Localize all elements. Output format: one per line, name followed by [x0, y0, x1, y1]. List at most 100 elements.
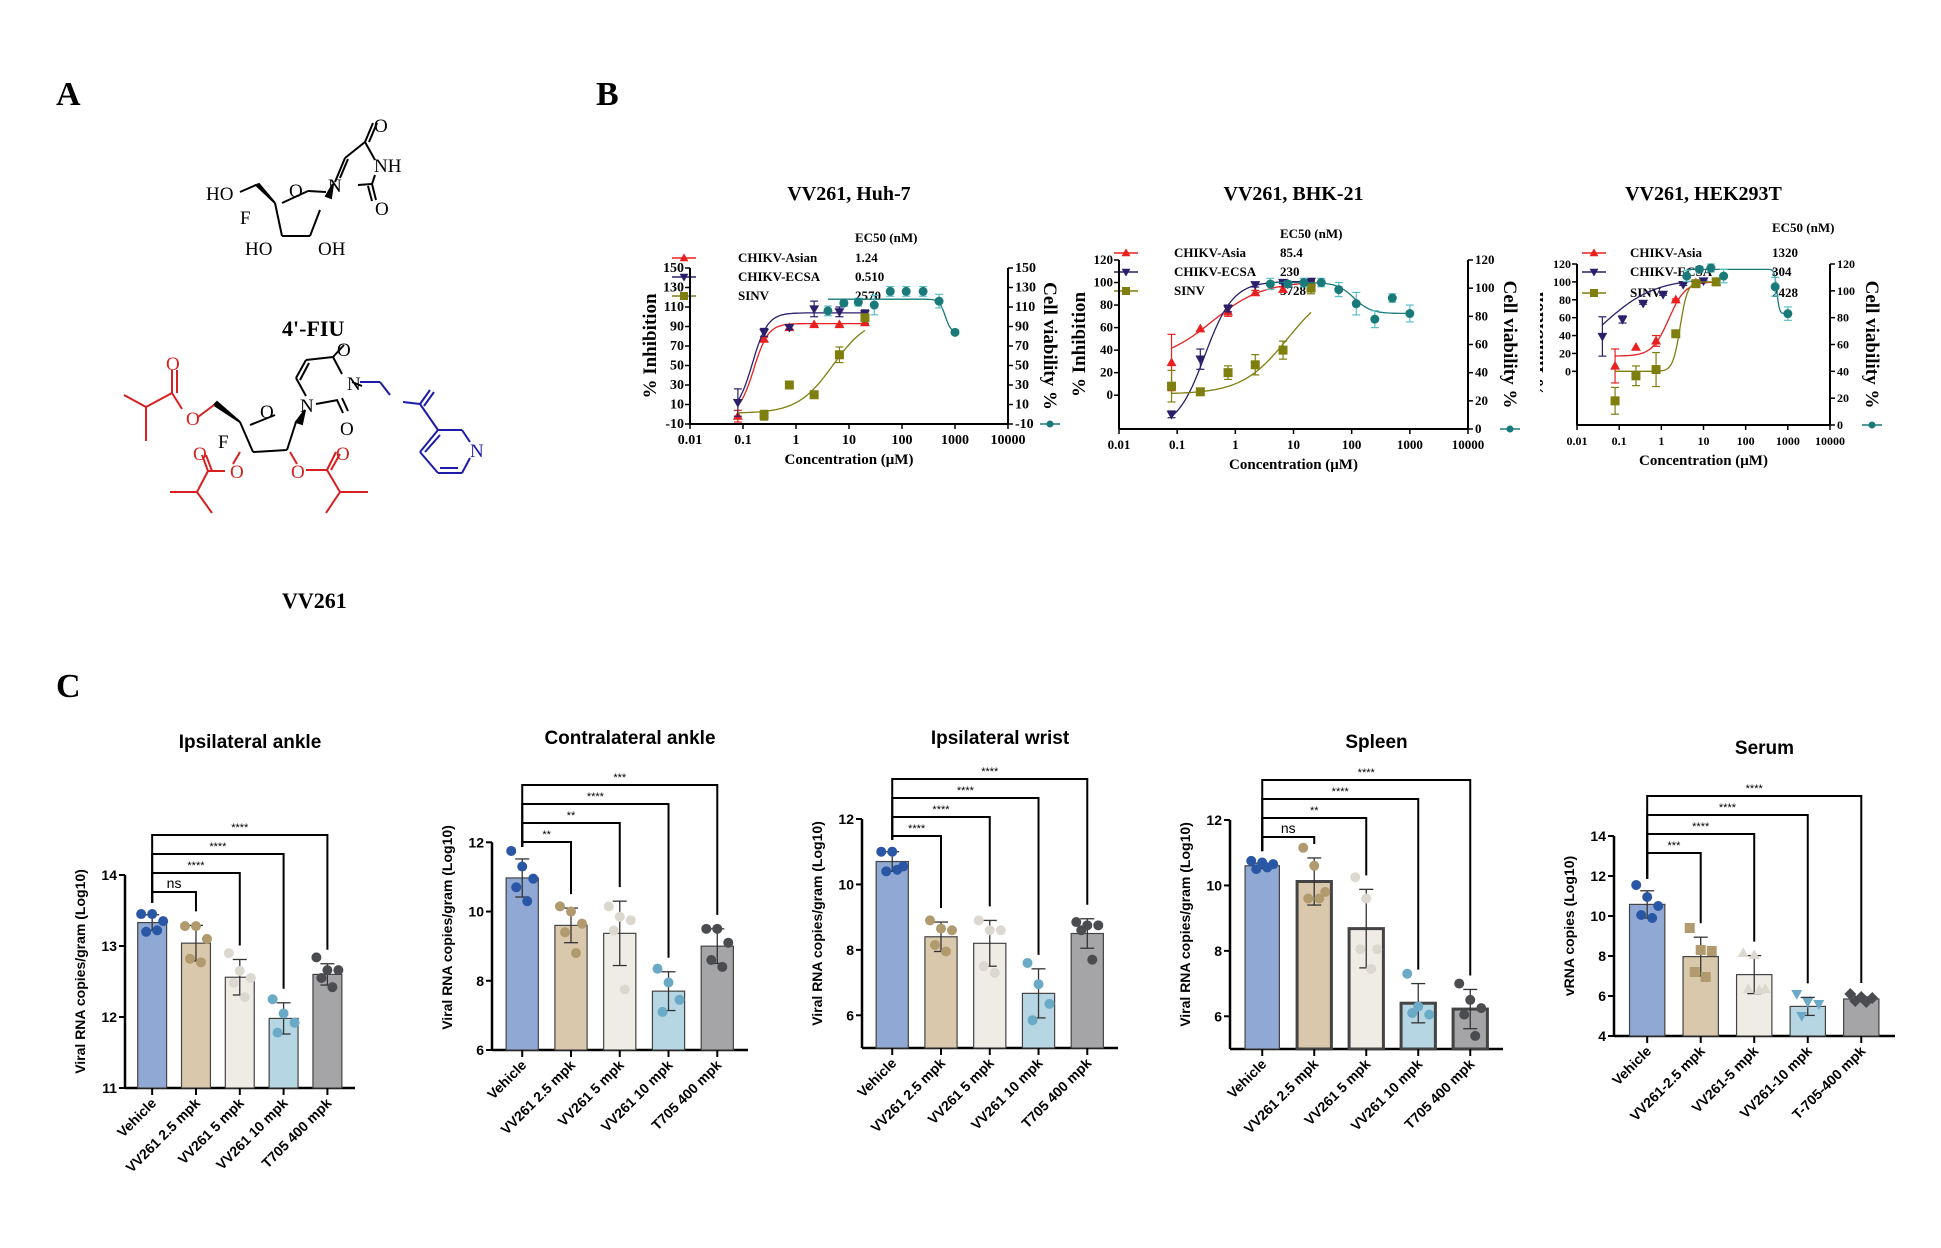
- y2-tick-label: 70: [1015, 339, 1029, 354]
- bar: [180, 942, 212, 1089]
- data-point: [706, 955, 717, 965]
- y-axis-label: % Inhibition: [640, 293, 661, 399]
- data-point: [1454, 978, 1465, 989]
- atom-label: O: [230, 462, 244, 483]
- bar: [924, 936, 958, 1049]
- y-tick-label: 13: [101, 938, 117, 954]
- legend-label: CHIKV-Asia: [1174, 245, 1246, 260]
- chemical-structures: O NH O N O HO F HO OH: [123, 116, 484, 514]
- data-point: [619, 984, 630, 995]
- significance-label: **: [1310, 805, 1319, 817]
- atom-label: HO: [206, 184, 233, 205]
- legend-label: CHIKV-Asian: [738, 250, 818, 265]
- bar-group-4: [700, 923, 734, 1051]
- legend-header: EC50 (nM): [1772, 220, 1834, 235]
- significance-label: **: [567, 810, 576, 822]
- data-point: [1459, 1009, 1470, 1020]
- data-point: [946, 925, 957, 936]
- bar: [137, 921, 168, 1089]
- y-tick-label: 50: [670, 359, 684, 374]
- data-point: [1372, 944, 1383, 955]
- atom-label: F: [240, 208, 251, 229]
- bar: [554, 924, 588, 1051]
- data-point: [1770, 282, 1780, 292]
- x-tick-label: 0.1: [734, 433, 752, 448]
- legend-marker-icon: [679, 253, 689, 262]
- data-point: [1309, 860, 1320, 871]
- data-point: [517, 861, 528, 872]
- atom-label: O: [340, 419, 354, 440]
- significance-bracket: ***: [521, 772, 719, 915]
- legend-marker-icon: [1121, 268, 1131, 277]
- y-tick-label: 10: [1206, 877, 1222, 893]
- legend-label: SINV: [1174, 283, 1206, 298]
- x-tick-label: 10000: [991, 433, 1026, 448]
- x-tick-label: 100: [892, 433, 913, 448]
- bracket-line: [891, 778, 1089, 905]
- data-point: [1636, 910, 1647, 920]
- chart-title: Contralateral ankle: [544, 728, 715, 749]
- legend-ec50: 304: [1772, 264, 1792, 279]
- y-tick-label: 20: [1559, 346, 1571, 360]
- data-point: [1689, 967, 1700, 977]
- data-point: [1719, 271, 1729, 281]
- bar: [875, 860, 909, 1049]
- data-point: [1465, 994, 1476, 1005]
- series-sinv: [1167, 281, 1316, 403]
- x-tick-label: Vehicle: [1224, 1056, 1270, 1102]
- series-cell-viability: [1265, 277, 1415, 329]
- data-point: [1166, 357, 1177, 367]
- x-tick-label: 0.01: [1567, 434, 1588, 448]
- x-tick-label: Vehicle: [484, 1057, 530, 1103]
- data-point: [190, 921, 201, 932]
- data-point: [614, 911, 625, 922]
- y-tick-label: 80: [1559, 293, 1571, 307]
- y2-tick-label: 20: [1475, 393, 1488, 408]
- data-point: [809, 319, 820, 329]
- significance-label: ****: [932, 804, 950, 816]
- data-point: [576, 918, 587, 929]
- y2-tick-label: 60: [1475, 337, 1488, 352]
- data-point: [1223, 368, 1233, 378]
- data-point: [973, 915, 984, 926]
- bar-group-3: [651, 963, 686, 1051]
- y-tick-label: 8: [1214, 943, 1222, 959]
- y-tick-label: 10: [670, 398, 684, 413]
- data-point: [924, 915, 935, 926]
- legend-ec50: 0.510: [855, 269, 884, 284]
- fit-curve: [737, 329, 866, 414]
- data-point: [1844, 988, 1857, 1000]
- data-point: [885, 286, 895, 296]
- data-point: [1223, 304, 1234, 314]
- data-point: [1262, 862, 1273, 873]
- data-point: [1334, 285, 1344, 295]
- y2-tick-label: 80: [1475, 308, 1488, 323]
- significance-bracket: ****: [1261, 767, 1472, 976]
- significance-label: ****: [1746, 783, 1764, 795]
- y-tick-label: 40: [1559, 329, 1571, 343]
- data-point: [559, 927, 570, 938]
- significance-bracket: ****: [1646, 783, 1863, 983]
- y2-tick-label: 80: [1837, 311, 1849, 325]
- data-point: [901, 286, 911, 296]
- atom-label: O: [186, 409, 200, 430]
- data-point: [853, 297, 863, 307]
- significance-bracket: ****: [891, 766, 1089, 905]
- compound-label-vv261: VV261: [282, 588, 347, 613]
- y-tick-label: 120: [1553, 257, 1571, 271]
- data-point: [1387, 293, 1397, 303]
- x-tick-label: 1000: [1397, 437, 1423, 452]
- y-axis-label: % Inhibition: [1070, 292, 1090, 398]
- data-point: [834, 308, 845, 318]
- y2-tick-label: 130: [1015, 281, 1036, 296]
- significance-bracket: ****: [521, 791, 670, 958]
- data-point: [603, 901, 614, 912]
- x-tick-label: 10: [1287, 437, 1300, 452]
- y2-tick-label: 120: [1475, 252, 1495, 267]
- atom-label: O: [260, 402, 274, 423]
- significance-label: ****: [1358, 767, 1376, 779]
- data-point: [511, 882, 522, 893]
- bar-group-1: [1682, 923, 1719, 1037]
- series-chikv-ecsa: [732, 300, 870, 417]
- bar: [1244, 865, 1281, 1050]
